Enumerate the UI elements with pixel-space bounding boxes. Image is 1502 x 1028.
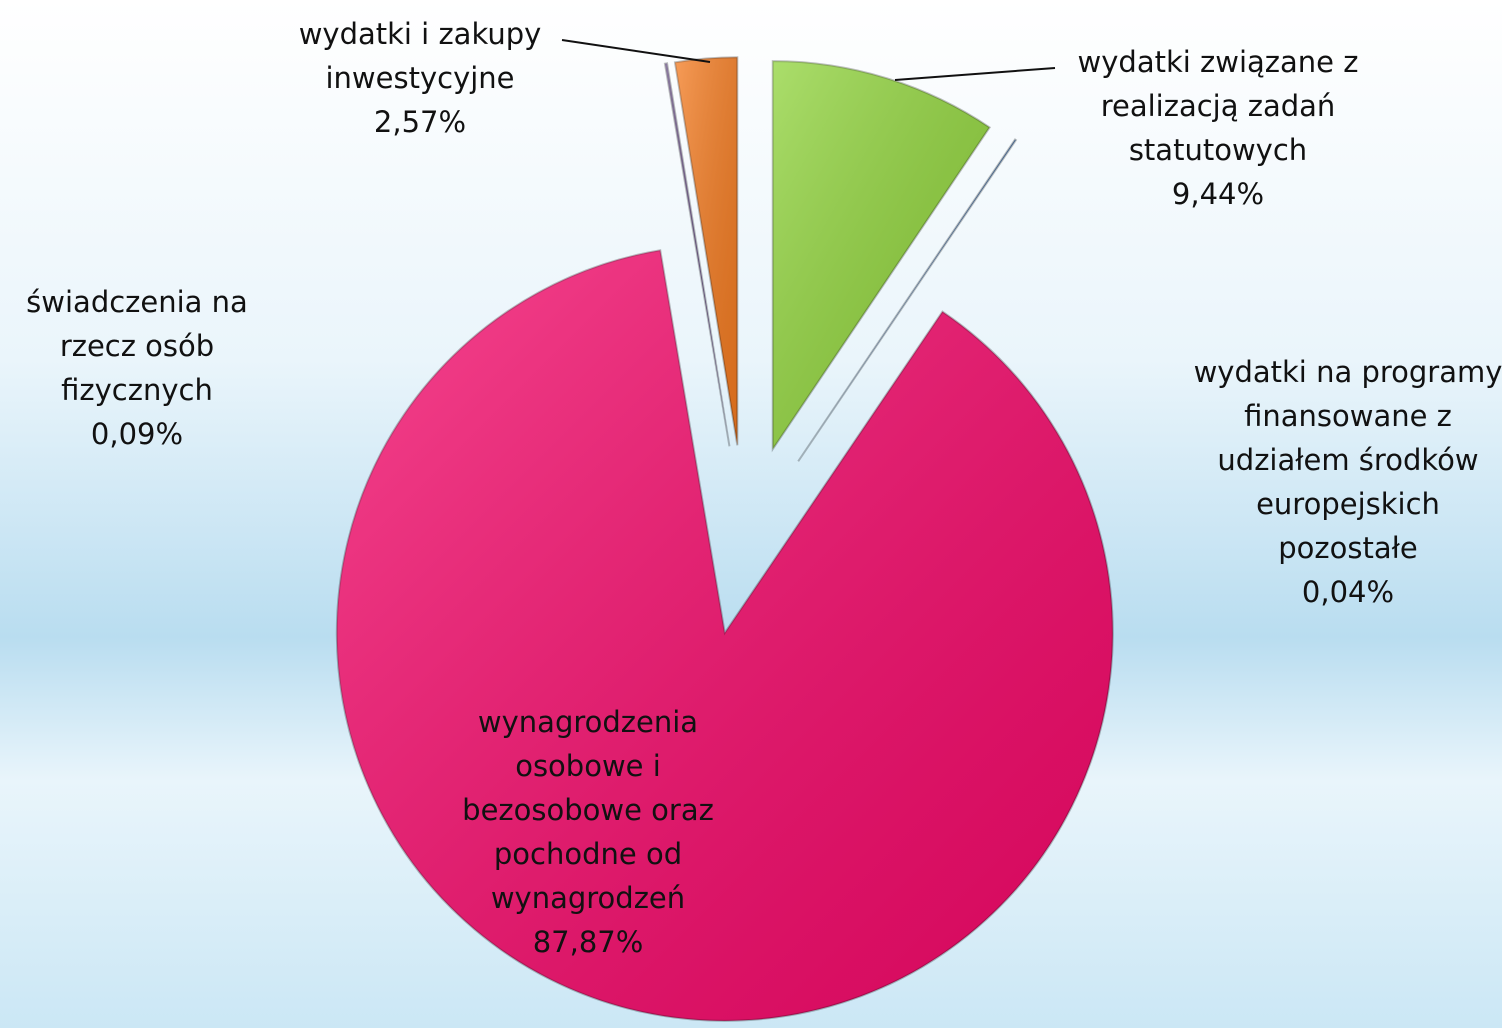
slice-label: wydatki i zakupy inwestycyjne 2,57% (270, 12, 570, 144)
slice-shading (674, 57, 738, 446)
category-name: wynagrodzenia osobowe i bezosobowe oraz … (462, 705, 714, 915)
value-label: 9,44% (1171, 177, 1265, 211)
category-name: wydatki związane z realizacją zadań stat… (1077, 45, 1359, 167)
slice-shading (336, 250, 1113, 1021)
slice-label: wydatki na programy finansowane z udział… (1193, 350, 1502, 614)
slice-label: wydatki związane z realizacją zadań stat… (1048, 40, 1388, 216)
slice-shading (664, 63, 730, 447)
value-label: 0,09% (90, 417, 184, 451)
category-name: wydatki na programy finansowane z udział… (1193, 355, 1502, 565)
category-name: świadczenia na rzecz osób fizycznych (26, 285, 248, 407)
value-label: 0,04% (1301, 575, 1395, 609)
value-label: 2,57% (373, 105, 467, 139)
slice-label: wynagrodzenia osobowe i bezosobowe oraz … (438, 700, 738, 964)
slice-shading (798, 139, 1016, 462)
slice-label: świadczenia na rzecz osób fizycznych 0,09… (0, 280, 277, 456)
leader-line (894, 67, 1056, 81)
leader-line (561, 39, 711, 63)
slice-shading (772, 61, 990, 450)
category-name: wydatki i zakupy inwestycyjne (298, 17, 542, 95)
value-label: 87,87% (532, 925, 644, 959)
